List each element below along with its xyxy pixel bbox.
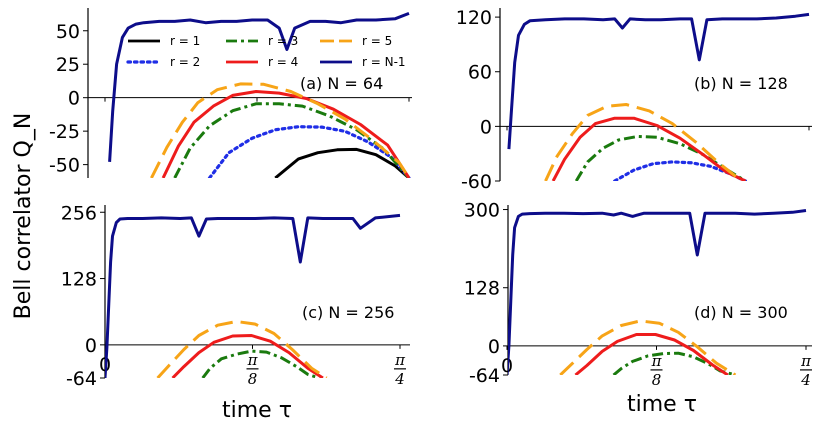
- y-tick-label: -25: [49, 121, 80, 143]
- svg-text:4: 4: [800, 371, 811, 389]
- y-tick-label: -60: [461, 171, 492, 193]
- x-tick-label: 0: [501, 355, 513, 377]
- legend-label: r = 1: [170, 34, 200, 48]
- y-tick-label: 128: [464, 278, 500, 300]
- svg-text:8: 8: [652, 371, 662, 389]
- series-line-r-3: [612, 351, 736, 375]
- x-tick-label: π4: [394, 351, 406, 388]
- svg-text:4: 4: [394, 370, 405, 388]
- panel-label: (b) N = 128: [694, 74, 788, 93]
- y-tick-label: 60: [468, 62, 492, 84]
- y-tick-label: 0: [480, 116, 492, 138]
- series-line-r-4: [551, 116, 747, 181]
- series-line-r-4: [161, 90, 411, 178]
- legend-label: r = 3: [268, 34, 298, 48]
- panel-label: (d) N = 300: [694, 303, 788, 322]
- panel-label: (c) N = 256: [302, 303, 394, 322]
- y-tick-label: 0: [85, 335, 97, 357]
- series-line-r-4: [574, 333, 729, 375]
- legend-entry: r = N-1: [320, 55, 406, 69]
- legend-label: r = 2: [170, 55, 200, 69]
- panels: 50 25 0 -25 -50 (a) N = 64 120 60 0 -60 (b) N = 12…: [49, 7, 812, 390]
- series-line-r-1: [274, 147, 410, 178]
- legend-entry: r = 3: [226, 34, 298, 48]
- y-tick-label: 50: [56, 21, 80, 43]
- y-tick-label: 256: [61, 202, 97, 224]
- y-tick-label: 128: [61, 269, 97, 291]
- panel-label: (a) N = 64: [300, 74, 383, 93]
- series-line-r-3: [574, 134, 747, 181]
- svg-text:π: π: [800, 352, 812, 370]
- legend-label: r = 5: [362, 34, 392, 48]
- y-tick-label: 300: [464, 200, 500, 222]
- y-tick-label: -50: [49, 155, 80, 177]
- series-line-r-4: [171, 334, 324, 378]
- x-tick-label: π8: [246, 351, 259, 388]
- y-axis-title: Bell correlator Q_N: [11, 113, 36, 320]
- svg-text:π: π: [394, 351, 406, 369]
- y-tick-label: -64: [469, 365, 500, 387]
- series-line-r-N-1: [108, 12, 410, 162]
- legend-entry: r = 4: [226, 55, 298, 69]
- x-axis-title-left: time τ: [222, 398, 292, 423]
- panel-a: 50 25 0 -25 -50 (a) N = 64: [49, 8, 412, 178]
- series-line-r-5: [150, 82, 411, 178]
- y-tick-label: 25: [56, 54, 80, 76]
- svg-text:0: 0: [501, 355, 513, 377]
- legend-label: r = N-1: [362, 55, 406, 69]
- series-line-r-N-1: [507, 12, 810, 150]
- series-line-r-5: [156, 320, 328, 378]
- legend-entry: r = 2: [126, 55, 200, 69]
- x-tick-label: π8: [650, 352, 663, 389]
- y-tick-label: 0: [68, 88, 80, 110]
- series-line-r-5: [544, 103, 743, 181]
- svg-text:8: 8: [248, 370, 258, 388]
- svg-text:π: π: [247, 351, 259, 369]
- x-axis-title-right: time τ: [627, 392, 697, 417]
- y-tick-label: -64: [66, 368, 97, 390]
- y-tick-label: 120: [456, 7, 492, 29]
- series-line-r-3: [201, 349, 320, 378]
- legend-label: r = 4: [268, 55, 298, 69]
- legend: r = 1 r = 2 r = 3 r = 4 r = 5 r = N-1: [126, 34, 406, 69]
- series-line-r-5: [559, 319, 737, 375]
- series-line-r-3: [173, 102, 411, 178]
- legend-entry: r = 5: [320, 34, 392, 48]
- series-line-r-N-1: [105, 213, 401, 378]
- y-tick-label: 0: [488, 336, 500, 358]
- x-tick-label: π4: [800, 352, 812, 389]
- series-line-r-2: [207, 125, 411, 178]
- legend-entry: r = 1: [128, 34, 200, 48]
- panel-b: 120 60 0 -60 (b) N = 128: [456, 7, 812, 193]
- series-line-r-N-1: [508, 209, 807, 375]
